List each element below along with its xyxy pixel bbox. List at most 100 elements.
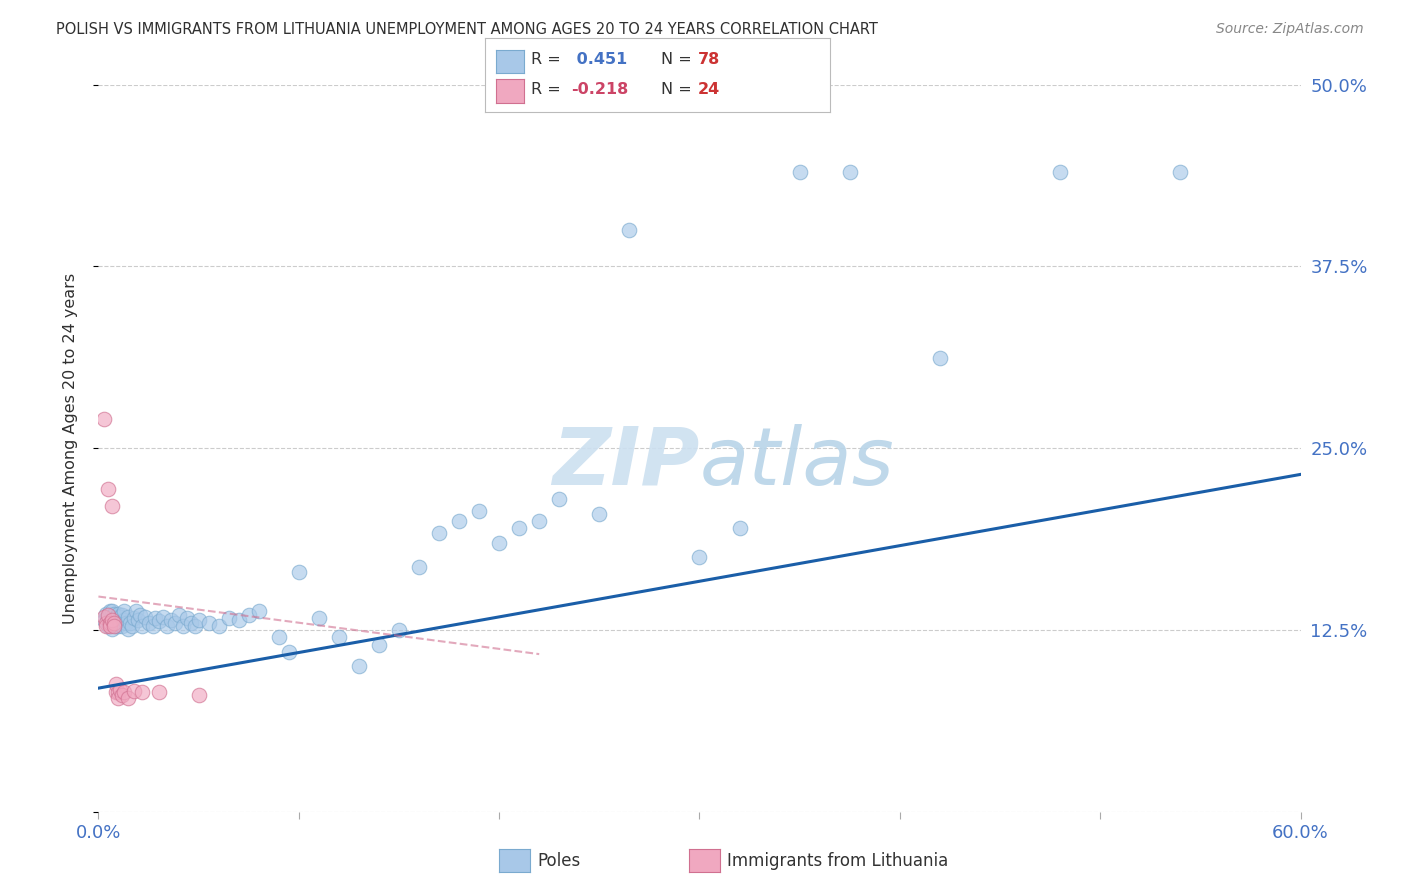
Point: [107, 618, 129, 632]
Point: [619, 223, 641, 237]
Point: [529, 514, 551, 528]
Point: [728, 521, 751, 535]
Point: [267, 630, 290, 644]
Point: [347, 659, 370, 673]
Text: R =: R =: [531, 53, 567, 67]
Point: [101, 604, 124, 618]
Point: [117, 622, 139, 636]
Text: Poles: Poles: [537, 852, 581, 870]
Point: [121, 618, 143, 632]
Point: [148, 614, 170, 628]
Text: R =: R =: [531, 82, 567, 96]
Point: [105, 677, 128, 691]
Point: [180, 615, 202, 630]
Point: [508, 521, 530, 535]
Text: N =: N =: [661, 82, 697, 96]
Point: [238, 608, 260, 623]
Point: [187, 689, 209, 703]
Point: [93, 610, 115, 624]
Point: [155, 618, 177, 632]
Point: [138, 615, 160, 630]
Point: [114, 604, 136, 618]
Point: [97, 618, 120, 632]
Point: [107, 613, 129, 627]
Point: [101, 500, 124, 514]
Text: Source: ZipAtlas.com: Source: ZipAtlas.com: [1216, 22, 1364, 37]
Point: [96, 618, 118, 632]
Point: [277, 645, 299, 659]
Text: atlas: atlas: [700, 424, 894, 502]
Point: [197, 615, 219, 630]
Point: [101, 613, 124, 627]
Point: [100, 604, 122, 618]
Point: [408, 560, 430, 574]
Point: [110, 615, 132, 630]
Point: [96, 607, 118, 621]
Point: [100, 615, 122, 630]
Text: 0.451: 0.451: [571, 53, 627, 67]
Point: [111, 608, 134, 623]
Point: [488, 535, 510, 549]
Point: [689, 550, 711, 565]
Text: 78: 78: [697, 53, 720, 67]
Point: [93, 613, 115, 627]
Point: [97, 608, 120, 623]
Point: [131, 685, 153, 699]
Point: [183, 618, 205, 632]
Point: [115, 615, 138, 630]
Point: [93, 412, 115, 426]
Text: Immigrants from Lithuania: Immigrants from Lithuania: [727, 852, 948, 870]
Point: [100, 618, 122, 632]
Point: [929, 351, 952, 365]
Point: [105, 685, 128, 699]
Point: [218, 611, 240, 625]
Point: [143, 611, 166, 625]
Point: [328, 630, 350, 644]
Point: [247, 604, 270, 618]
Point: [208, 618, 231, 632]
Point: [101, 622, 124, 636]
Point: [548, 492, 571, 507]
Point: [141, 618, 163, 632]
Point: [148, 685, 170, 699]
Point: [96, 615, 118, 630]
Point: [100, 615, 122, 630]
Point: [1170, 165, 1192, 179]
Point: [110, 682, 132, 697]
Point: [368, 638, 391, 652]
Y-axis label: Unemployment Among Ages 20 to 24 years: Unemployment Among Ages 20 to 24 years: [63, 273, 77, 624]
Point: [128, 613, 150, 627]
Text: 24: 24: [697, 82, 720, 96]
Point: [124, 611, 146, 625]
Point: [134, 610, 156, 624]
Point: [103, 607, 125, 621]
Point: [131, 618, 153, 632]
Text: N =: N =: [661, 53, 697, 67]
Point: [103, 615, 125, 630]
Point: [152, 610, 174, 624]
Point: [97, 482, 120, 496]
Point: [97, 610, 120, 624]
Point: [107, 691, 129, 706]
Point: [120, 615, 142, 630]
Point: [103, 615, 125, 630]
Point: [427, 525, 450, 540]
Point: [288, 565, 311, 579]
Point: [176, 611, 198, 625]
Point: [114, 685, 136, 699]
Point: [125, 604, 148, 618]
Point: [1049, 165, 1071, 179]
Point: [114, 613, 136, 627]
Text: POLISH VS IMMIGRANTS FROM LITHUANIA UNEMPLOYMENT AMONG AGES 20 TO 24 YEARS CORRE: POLISH VS IMMIGRANTS FROM LITHUANIA UNEM…: [56, 22, 879, 37]
Point: [129, 608, 152, 623]
Point: [187, 613, 209, 627]
Point: [588, 507, 610, 521]
Point: [388, 623, 411, 637]
Point: [468, 504, 491, 518]
Point: [117, 691, 139, 706]
Text: -0.218: -0.218: [571, 82, 628, 96]
Point: [101, 613, 124, 627]
Text: ZIP: ZIP: [553, 424, 700, 502]
Point: [447, 514, 470, 528]
Point: [308, 611, 330, 625]
